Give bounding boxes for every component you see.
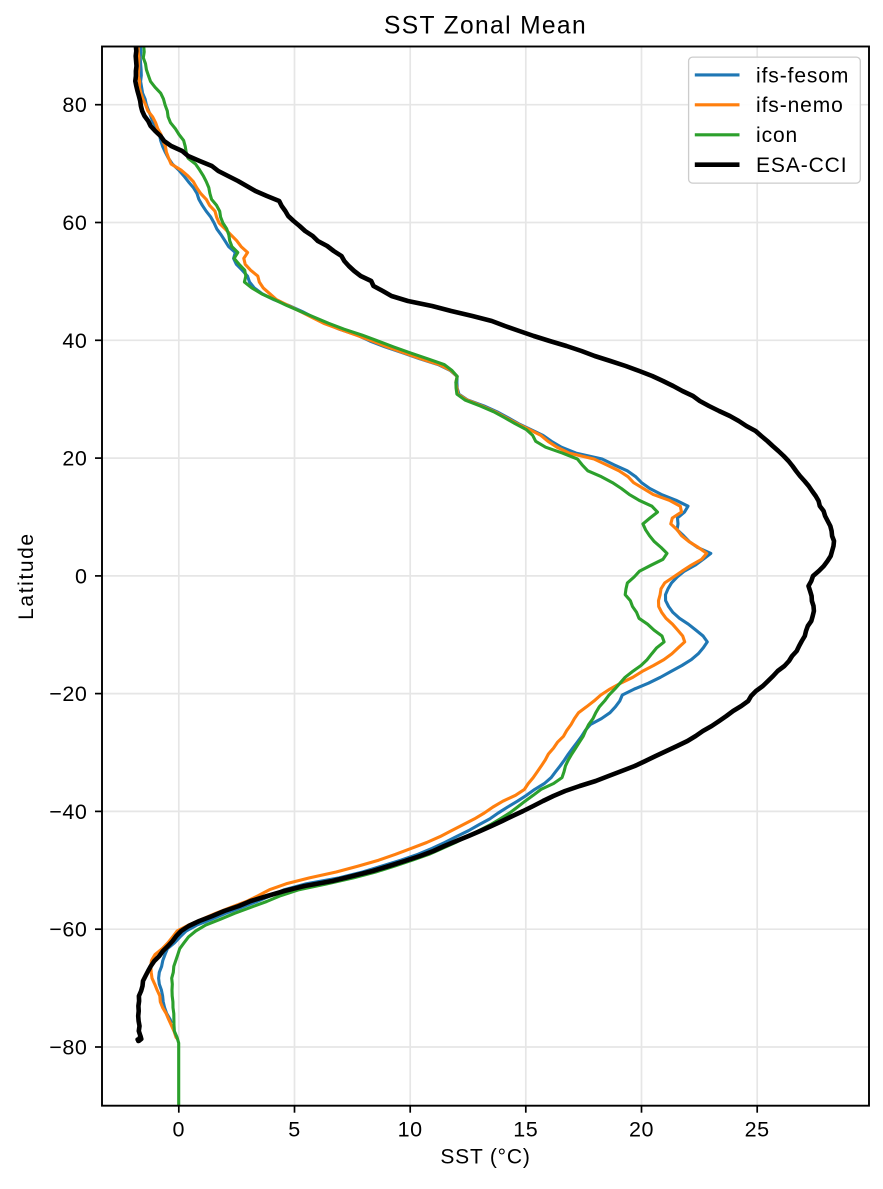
svg-text:0: 0 [75,564,88,588]
svg-text:−40: −40 [49,800,87,824]
svg-text:15: 15 [513,1118,538,1142]
svg-text:ESA-CCI: ESA-CCI [756,154,847,177]
svg-text:40: 40 [62,329,87,353]
svg-text:20: 20 [629,1118,654,1142]
svg-text:20: 20 [62,447,87,471]
svg-text:−60: −60 [49,918,87,942]
svg-text:ifs-fesom: ifs-fesom [756,64,849,87]
svg-text:Latitude: Latitude [15,532,38,620]
svg-text:80: 80 [62,93,87,117]
svg-text:5: 5 [288,1118,301,1142]
svg-text:−80: −80 [49,1036,87,1060]
svg-text:−20: −20 [49,682,87,706]
svg-text:ifs-nemo: ifs-nemo [756,94,844,117]
svg-text:10: 10 [398,1118,423,1142]
svg-text:60: 60 [62,211,87,235]
svg-text:SST (°C): SST (°C) [440,1145,530,1168]
svg-text:25: 25 [745,1118,770,1142]
svg-text:SST Zonal Mean: SST Zonal Mean [384,13,587,40]
svg-text:icon: icon [756,124,798,147]
svg-text:0: 0 [173,1118,186,1142]
